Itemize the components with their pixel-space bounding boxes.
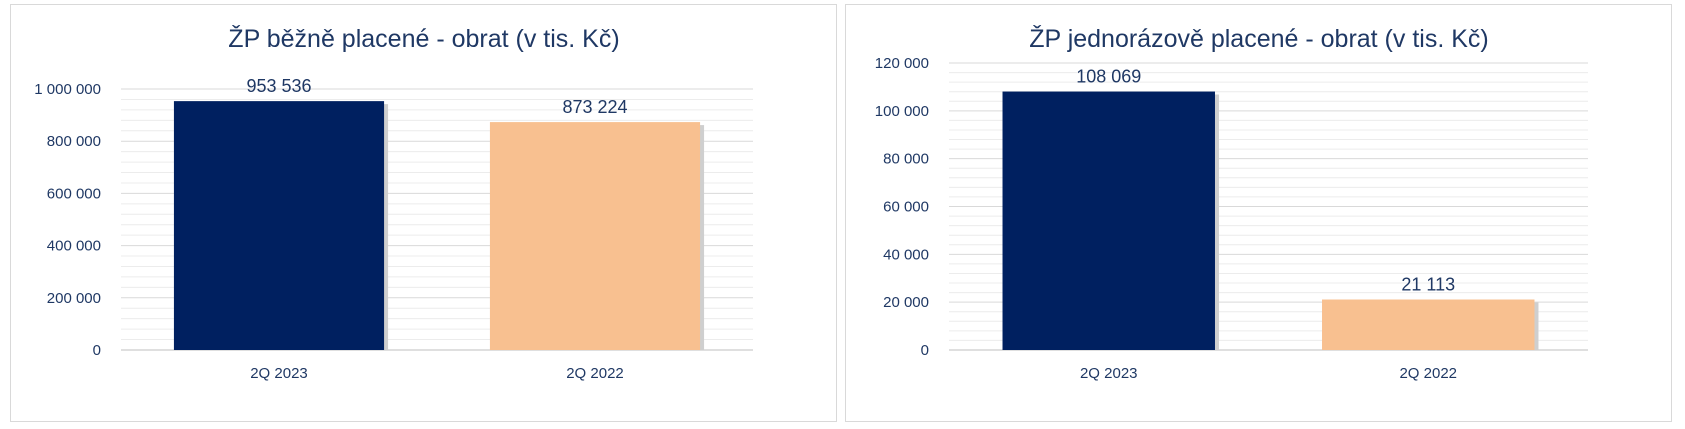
y-tick-label: 60 000 xyxy=(883,199,929,216)
y-tick-label: 0 xyxy=(921,342,929,359)
y-tick-label: 0 xyxy=(93,342,101,359)
chart-svg-single-premium: ŽP jednorázově placené - obrat (v tis. K… xyxy=(875,24,1588,382)
y-tick-label: 1 000 000 xyxy=(34,81,101,98)
y-tick-label: 400 000 xyxy=(47,238,101,255)
y-tick-label: 800 000 xyxy=(47,133,101,150)
chart-title: ŽP běžně placené - obrat (v tis. Kč) xyxy=(228,24,619,53)
y-tick-label: 80 000 xyxy=(883,151,929,168)
category-label: 2Q 2022 xyxy=(566,365,624,382)
category-label: 2Q 2022 xyxy=(1399,365,1457,382)
category-label: 2Q 2023 xyxy=(250,365,308,382)
chart-svg-regular-premium: ŽP běžně placené - obrat (v tis. Kč) 0 20… xyxy=(34,24,753,382)
bar xyxy=(489,122,701,351)
chart-title: ŽP jednorázově placené - obrat (v tis. K… xyxy=(1029,24,1488,53)
data-label: 108 069 xyxy=(1076,67,1141,87)
y-tick-label: 120 000 xyxy=(875,55,929,72)
y-tick-label: 20 000 xyxy=(883,294,929,311)
y-tick-label: 600 000 xyxy=(47,185,101,202)
chart-panel-single-premium: ŽP jednorázově placené - obrat (v tis. K… xyxy=(845,4,1672,422)
data-label: 21 113 xyxy=(1401,275,1455,295)
category-label: 2Q 2023 xyxy=(1080,365,1138,382)
bar xyxy=(173,101,385,350)
chart-panel-regular-premium: ŽP běžně placené - obrat (v tis. Kč) 0 20… xyxy=(10,4,837,422)
y-tick-label: 40 000 xyxy=(883,246,929,263)
data-label: 873 224 xyxy=(562,97,627,117)
y-tick-label: 100 000 xyxy=(875,103,929,120)
bar xyxy=(1322,299,1535,350)
y-tick-label: 200 000 xyxy=(47,290,101,307)
bar xyxy=(1002,91,1215,350)
data-label: 953 536 xyxy=(246,76,311,96)
